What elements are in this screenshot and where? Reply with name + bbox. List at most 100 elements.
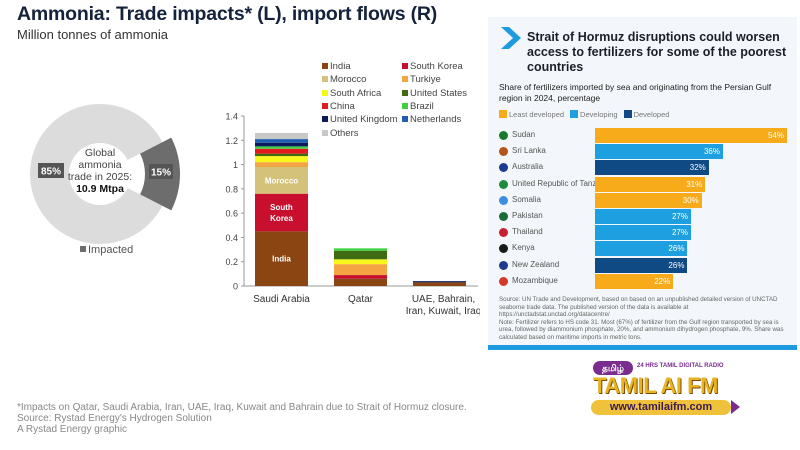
y-tick-label: 0.6	[225, 209, 238, 219]
panel-title: Strait of Hormuz disruptions could worse…	[527, 30, 787, 74]
hbar: 27%	[595, 209, 691, 224]
hbar-country-label: Mozambique	[512, 275, 558, 285]
hbar-value-label: 36%	[703, 147, 720, 157]
hbar-value-label: 54%	[767, 131, 784, 140]
bar-inner-label: Morocco	[265, 176, 298, 185]
hbar-value-label: 26%	[668, 260, 685, 270]
legend-item-india: India	[322, 61, 351, 72]
bar-segment-united-kingdom	[413, 281, 466, 283]
flag-icon	[499, 147, 508, 157]
hbar: 32%	[595, 160, 709, 176]
hbar-row: Sri Lanka 36%	[499, 144, 794, 160]
panel-notes: Source: UN Trade and Development, based …	[499, 296, 791, 342]
logo-tagline: 24 HRS TAMIL DIGITAL RADIO	[637, 363, 724, 369]
bars: India South Korea Morocco	[255, 133, 466, 286]
legend-label: Brazil	[410, 100, 434, 112]
legend-label: South Korea	[410, 61, 463, 72]
panel-legend-label: Developing	[580, 110, 618, 119]
footer-source: Source: Rystad Energy's Hydrogen Solutio…	[17, 413, 212, 424]
hbar-value-label: 32%	[689, 163, 706, 173]
donut-label-15: 15%	[151, 168, 171, 179]
legend-label: United Kingdom	[330, 114, 398, 126]
bar-segment-india	[334, 278, 387, 286]
hbar: 27%	[595, 225, 691, 241]
panel-legend-item: Developing	[570, 110, 618, 119]
legend-item-south-korea: South Korea	[402, 61, 463, 72]
panel-source-note: Source: UN Trade and Development, based …	[499, 296, 778, 319]
bar-segment-united-kingdom	[255, 142, 308, 147]
y-tick-label: 0.8	[225, 184, 238, 194]
stacked-bar-chart: 0 0.2 0.4 0.6 0.8 1 1.2 1.4 India South Korea Moro…	[225, 112, 480, 318]
panel-legend-swatch	[570, 110, 579, 118]
hbar-value-label: 22%	[654, 276, 671, 286]
legend-item-morocco: Morocco	[322, 74, 366, 85]
hbar-row: Somalia 30%	[499, 192, 794, 208]
bar-inner-label: Korea	[270, 214, 293, 223]
hbar: 54%	[595, 128, 787, 143]
legend-label: Others	[330, 127, 359, 139]
hbar-value-label: 27%	[671, 212, 688, 221]
hbar: 22%	[595, 273, 674, 289]
legend-swatch	[402, 89, 408, 96]
donut-label-bg-15	[149, 164, 173, 179]
donut-chart: 85% 15% Global ammonia trade in 2025: 10…	[29, 104, 180, 245]
legend-label: United States	[410, 87, 468, 99]
legend-item-south-africa: South Africa	[322, 88, 381, 99]
logo-url[interactable]: www.tamilaifm.com	[591, 400, 731, 415]
bar-inner-label: India	[272, 255, 291, 264]
legend-swatch	[322, 89, 328, 96]
x-tick-label: Saudi Arabia	[253, 294, 310, 305]
legend-swatch	[322, 63, 328, 69]
bar-segment-south-korea	[334, 275, 387, 279]
panel-subtitle: Share of fertilizers imported by sea and…	[499, 82, 772, 103]
y-tick-label: 1	[233, 160, 238, 170]
bar-segment-turkiye	[334, 264, 387, 276]
panel-legend-swatch	[499, 110, 507, 118]
bar-segment-south-korea	[255, 193, 308, 232]
legend-label: India	[330, 61, 351, 72]
hbar-country-label: United Republic of Tanzania	[512, 178, 612, 188]
hbar-row: Mozambique 22%	[499, 273, 794, 289]
legend-item-united-states: United States	[402, 88, 467, 99]
hbar: 26%	[595, 257, 688, 273]
legend-label: South Africa	[330, 87, 382, 99]
y-tick-label: 1.2	[225, 136, 238, 146]
footer: *Impacts on Qatar, Saudi Arabia, Iran, U…	[17, 402, 467, 435]
donut-center-line1: Global	[85, 147, 115, 159]
hbar-country-label: Somalia	[512, 194, 541, 204]
bar-segment-turkiye	[255, 162, 308, 167]
hbar: 31%	[595, 176, 706, 192]
panel-legend-item: Least developed	[499, 110, 564, 119]
legend-item-china: China	[322, 101, 355, 112]
donut-label-85: 85%	[41, 167, 61, 178]
panel-legend-swatch	[623, 110, 632, 118]
panel-legend-item: Developed	[623, 110, 669, 119]
flag-icon	[499, 244, 508, 254]
legend-label: China	[330, 100, 355, 112]
bar-segment-united-states	[255, 153, 308, 157]
hbar: 30%	[595, 192, 702, 208]
chevron-right-icon	[501, 27, 521, 49]
hbar-country-label: Sudan	[512, 130, 536, 139]
y-tick-label: 0.4	[225, 233, 238, 243]
panel-legend-label: Least developed	[509, 110, 565, 119]
hbar-country-label: Thailand	[512, 227, 543, 237]
tamil-ai-fm-logo: தமிழ் 24 HRS TAMIL DIGITAL RADIO TAMIL A…	[585, 357, 745, 419]
hbar-country-label: New Zealand	[512, 259, 560, 269]
play-triangle-icon	[731, 400, 740, 414]
page-title: Ammonia: Trade impacts* (L), import flow…	[17, 3, 438, 25]
legend-label: Turkiye	[410, 74, 441, 86]
bar-segment-netherlands	[255, 139, 308, 143]
hbar-row: Kenya 26%	[499, 241, 794, 257]
logo-tamil-text: தமிழ்	[593, 361, 633, 375]
bar-segment-south-africa	[255, 156, 308, 163]
y-tick-label: 0	[233, 282, 238, 292]
legend-label: Morocco	[330, 74, 367, 86]
panel-legend: Least developed Developing Developed	[499, 110, 675, 119]
x-tick-label: UAE, Bahrain,	[412, 294, 475, 305]
x-axis-labels: Saudi Arabia Qatar UAE, Bahrain,Iran, Kuwa…	[253, 294, 480, 317]
donut-legend: Impacted	[80, 244, 133, 256]
donut-center-value: 10.9 Mtpa	[76, 183, 124, 195]
hbar-value-label: 30%	[682, 195, 699, 205]
bar-segment-china	[255, 148, 308, 154]
